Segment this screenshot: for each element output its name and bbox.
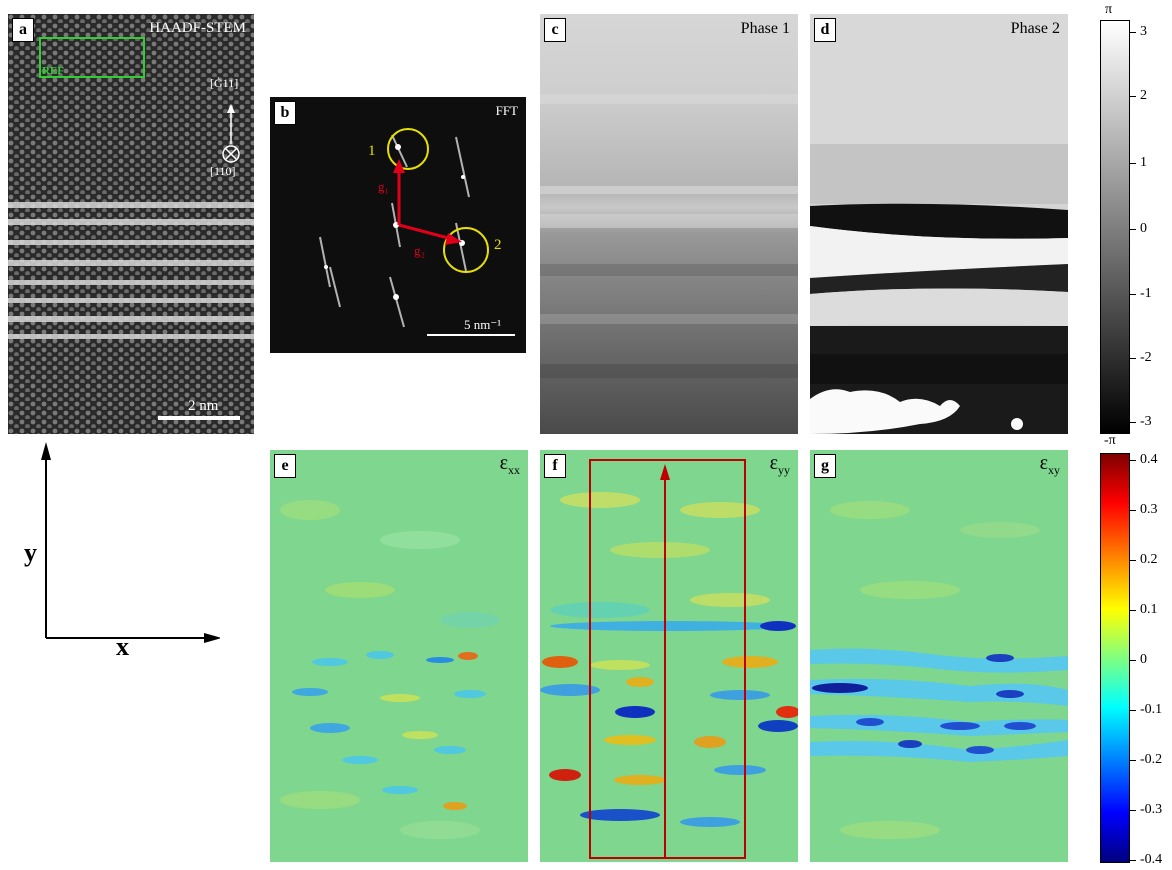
phase-tick-0: 0: [1130, 221, 1147, 236]
scale-label-a: 2 nm: [188, 398, 219, 414]
panel-label-a: a: [12, 18, 34, 42]
phase-tick-2: 2: [1130, 88, 1147, 103]
title-f-symbol: ε: [769, 452, 778, 474]
phase-tick-3: 3: [1130, 24, 1147, 39]
fft-image: [319, 128, 515, 336]
title-b: FFT: [495, 103, 518, 118]
strain-tick-neg-0-3: -0.3: [1129, 802, 1163, 817]
title-g-symbol: ε: [1039, 452, 1048, 474]
panel-label-c: c: [544, 18, 566, 42]
bright-layers: [8, 202, 254, 339]
strain-tick-0-4: 0.4: [1130, 452, 1158, 467]
axis-label-y: y: [24, 538, 37, 567]
spot-circle-2: [443, 227, 489, 273]
into-page-icon: [222, 145, 240, 163]
phase-2-texture: [810, 14, 1068, 434]
phase-tick-neg1: -1: [1130, 286, 1152, 301]
title-a: HAADF-STEM: [149, 20, 246, 36]
phase-tick-1: 1: [1130, 155, 1147, 170]
title-c: Phase 1: [740, 20, 790, 37]
panel-label-e: e: [274, 454, 296, 478]
coordinate-axes: [41, 442, 220, 643]
vector-label-g1: g₁: [378, 179, 390, 194]
phase-tick-neg2: -2: [1130, 350, 1152, 365]
strain-tick-neg-0-2: -0.2: [1129, 752, 1163, 767]
strain-tick-neg-0-4: -0.4: [1129, 852, 1163, 867]
title-f-subscript: yy: [778, 463, 790, 477]
panel-label-b: b: [274, 101, 296, 125]
strain-tick-0: 0: [1130, 652, 1147, 667]
title-e-subscript: xx: [508, 463, 520, 477]
profile-box: [589, 459, 746, 859]
panel-b-fft: b FFT 1 2 g₁ g₂ 5 nm⁻¹: [270, 97, 526, 353]
strain-yy-map: [540, 459, 798, 859]
panel-label-d: d: [814, 18, 836, 42]
strain-xy-map: [810, 501, 1068, 839]
panel-f-strain-yy: f εyy: [540, 450, 798, 862]
vector-label-g2: g₂: [414, 243, 426, 258]
title-e: εxx: [500, 452, 520, 478]
direction-into: [110]: [210, 164, 236, 178]
title-e-symbol: ε: [499, 452, 508, 474]
axis-label-x: x: [116, 632, 129, 661]
strain-tick-neg-0-1: -0.1: [1129, 702, 1163, 717]
title-d: Phase 2: [1010, 20, 1060, 37]
phase-1-texture: [540, 94, 798, 378]
scale-label-b: 5 nm⁻¹: [464, 317, 502, 332]
title-g-subscript: xy: [1048, 463, 1060, 477]
panel-e-strain-xx: e εxx: [270, 450, 528, 862]
ref-label: REF: [42, 65, 64, 77]
panel-label-g: g: [814, 454, 836, 478]
panel-a-haadf-stem: REF a HAADF-STEM [Ġ11] [110] 2 nm: [8, 14, 254, 434]
spot-circle-1: [387, 128, 429, 170]
phase-colorbar: [1100, 20, 1130, 434]
direction-up: [Ġ11]: [210, 76, 239, 90]
panel-d-phase-2: d Phase 2: [810, 14, 1068, 434]
strain-tick-0-1: 0.1: [1130, 602, 1158, 617]
panel-c-phase-1: c Phase 1: [540, 14, 798, 434]
phase-colorbar-top-label: π: [1105, 2, 1113, 17]
strain-xx-map: [280, 500, 500, 839]
title-g: εxy: [1040, 452, 1060, 478]
panel-label-f: f: [544, 454, 566, 478]
strain-tick-0-3: 0.3: [1130, 502, 1158, 517]
strain-tick-0-2: 0.2: [1130, 552, 1158, 567]
haadf-image: REF: [8, 14, 254, 434]
title-f: εyy: [770, 452, 790, 478]
spot-label-1: 1: [368, 143, 376, 159]
phase-tick-neg3: -3: [1130, 414, 1152, 429]
ref-box: [39, 37, 145, 78]
strain-colorbar: [1100, 453, 1130, 863]
panel-g-strain-xy: g εxy: [810, 450, 1068, 862]
spot-label-2: 2: [494, 237, 502, 253]
phase-colorbar-bottom-label: -π: [1104, 433, 1116, 448]
